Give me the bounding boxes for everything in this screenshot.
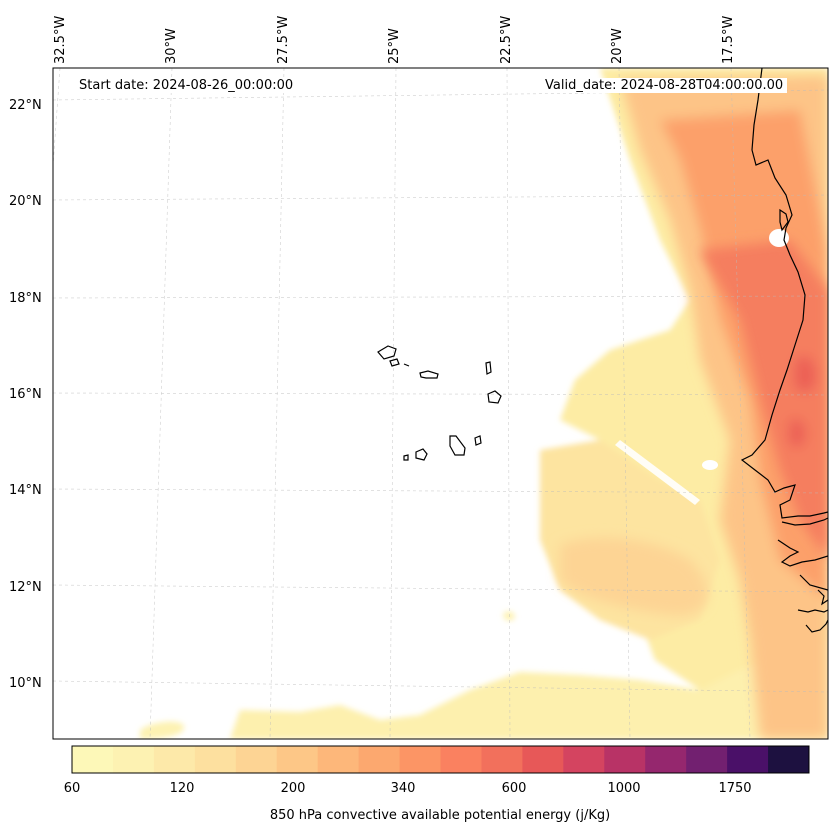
- colorbar-tick-60: 60: [63, 781, 81, 796]
- colorbar-swatch: [72, 746, 114, 773]
- lon-label-20w: 20°W: [610, 28, 625, 64]
- african-coastline: [740, 68, 828, 633]
- lat-label-18n: 18°N: [9, 291, 42, 306]
- colorbar-swatch: [481, 746, 523, 773]
- lat-label-22n: 22°N: [9, 98, 42, 113]
- santa-luzia-island: [403, 363, 410, 367]
- cape-high-band: [700, 240, 828, 560]
- lat-label-12n: 12°N: [9, 580, 42, 595]
- sao-vicente-island: [389, 358, 400, 367]
- colorbar-swatch: [727, 746, 769, 773]
- sal-island: [485, 361, 492, 375]
- graticule: [53, 68, 828, 739]
- colorbar-swatch: [645, 746, 687, 773]
- cape-shading: [140, 68, 828, 739]
- lon-label-22-5w: 22.5°W: [499, 15, 514, 64]
- cabo-verde-islands: [377, 345, 502, 461]
- fogo-island: [415, 448, 428, 461]
- colorbar-tick-1750: 1750: [718, 781, 752, 796]
- boa-vista-island: [487, 390, 502, 404]
- colorbar-swatch: [686, 746, 728, 773]
- lat-label-20n: 20°N: [9, 194, 42, 209]
- colorbar-swatch: [112, 746, 155, 773]
- santo-antao-island: [377, 345, 397, 360]
- colorbar-swatch: [276, 746, 319, 773]
- colorbar-tick-340: 340: [390, 781, 416, 796]
- lon-label-30w: 30°W: [164, 28, 179, 64]
- colorbar: [72, 746, 810, 773]
- colorbar-swatch: [440, 746, 482, 773]
- colorbar-swatch: [194, 746, 237, 773]
- colorbar-title: 850 hPa convective available potential e…: [269, 808, 611, 823]
- colorbar-swatch: [522, 746, 564, 773]
- colorbar-tick-120: 120: [169, 781, 195, 796]
- sao-nicolau-island: [419, 370, 439, 379]
- lon-label-27-5w: 27.5°W: [276, 15, 291, 64]
- lon-label-17-5w: 17.5°W: [721, 15, 736, 64]
- maio-island: [474, 435, 482, 446]
- lon-label-32-5w: 32.5°W: [53, 15, 68, 64]
- colorbar-swatch: [358, 746, 401, 773]
- lat-label-10n: 10°N: [9, 676, 42, 691]
- colorbar-tick-1000: 1000: [607, 781, 641, 796]
- colorbar-tick-200: 200: [280, 781, 306, 796]
- start-date-label: Start date: 2024-08-26_00:00:00: [75, 78, 298, 93]
- colorbar-swatch: [563, 746, 605, 773]
- lat-label-14n: 14°N: [9, 483, 42, 498]
- colorbar-swatch: [399, 746, 441, 773]
- brava-island: [403, 454, 409, 461]
- lat-label-16n: 16°N: [9, 387, 42, 402]
- valid-date-label: Valid_date: 2024-08-28T04:00:00.00: [541, 78, 788, 93]
- lon-label-25w: 25°W: [387, 28, 402, 64]
- colorbar-swatch: [768, 746, 810, 773]
- colorbar-tick-600: 600: [501, 781, 527, 796]
- colorbar-frame: [71, 745, 810, 774]
- colorbar-swatch: [235, 746, 278, 773]
- santiago-island: [449, 435, 466, 456]
- colorbar-swatch: [604, 746, 646, 773]
- map-frame: [52, 67, 829, 740]
- colorbar-swatch: [317, 746, 360, 773]
- colorbar-swatch: [153, 746, 196, 773]
